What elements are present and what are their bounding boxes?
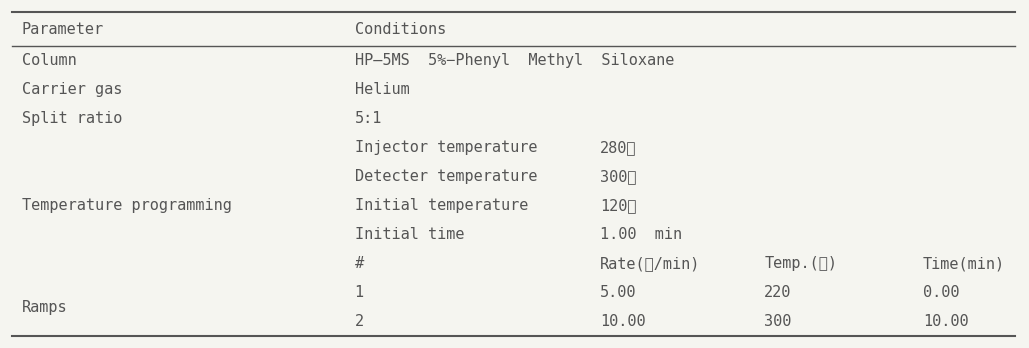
Text: 5:1: 5:1 bbox=[355, 111, 382, 126]
Text: Ramps: Ramps bbox=[22, 300, 68, 315]
Text: 2: 2 bbox=[355, 314, 363, 329]
Text: Conditions: Conditions bbox=[355, 22, 446, 37]
Text: Time(min): Time(min) bbox=[923, 256, 1005, 271]
Text: Initial temperature: Initial temperature bbox=[355, 198, 528, 213]
Text: Column: Column bbox=[22, 53, 76, 68]
Text: Initial time: Initial time bbox=[355, 227, 464, 242]
Text: #: # bbox=[355, 256, 363, 271]
Text: 120℃: 120℃ bbox=[600, 198, 637, 213]
Text: Injector temperature: Injector temperature bbox=[355, 140, 537, 155]
Text: 220: 220 bbox=[765, 285, 791, 300]
Text: 5.00: 5.00 bbox=[600, 285, 637, 300]
Text: Helium: Helium bbox=[355, 82, 410, 97]
Text: 0.00: 0.00 bbox=[923, 285, 959, 300]
Text: 300℃: 300℃ bbox=[600, 169, 637, 184]
Text: Detecter temperature: Detecter temperature bbox=[355, 169, 537, 184]
Text: HP–5MS  5%−Phenyl  Methyl  Siloxane: HP–5MS 5%−Phenyl Methyl Siloxane bbox=[355, 53, 674, 68]
Text: Parameter: Parameter bbox=[22, 22, 104, 37]
Text: 280℃: 280℃ bbox=[600, 140, 637, 155]
Text: 1.00  min: 1.00 min bbox=[600, 227, 682, 242]
Text: 300: 300 bbox=[765, 314, 791, 329]
Text: Temp.(℃): Temp.(℃) bbox=[765, 256, 838, 271]
Text: 10.00: 10.00 bbox=[923, 314, 968, 329]
Text: Split ratio: Split ratio bbox=[22, 111, 122, 126]
Text: Temperature programming: Temperature programming bbox=[22, 198, 232, 213]
Text: Carrier gas: Carrier gas bbox=[22, 82, 122, 97]
Text: 10.00: 10.00 bbox=[600, 314, 646, 329]
Text: 1: 1 bbox=[355, 285, 363, 300]
Text: Rate(℃/min): Rate(℃/min) bbox=[600, 256, 701, 271]
